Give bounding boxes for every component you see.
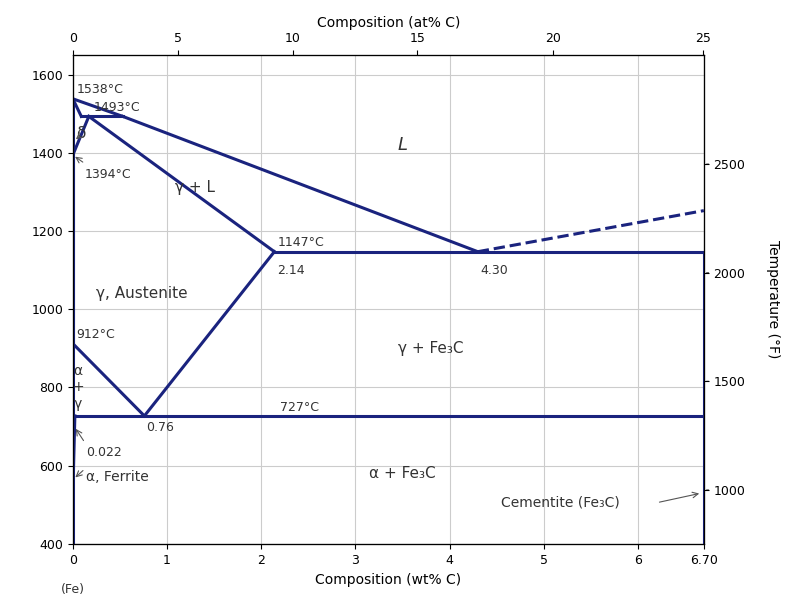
Text: (Fe): (Fe) bbox=[61, 583, 85, 596]
Text: 0.76: 0.76 bbox=[146, 422, 174, 434]
Text: 4.30: 4.30 bbox=[481, 264, 508, 277]
Text: 1147°C: 1147°C bbox=[278, 236, 325, 249]
Text: γ, Austenite: γ, Austenite bbox=[96, 286, 188, 301]
Text: 1394°C: 1394°C bbox=[85, 169, 132, 181]
X-axis label: Composition (wt% C): Composition (wt% C) bbox=[316, 574, 461, 587]
Text: 912°C: 912°C bbox=[77, 328, 116, 341]
Text: α
+
γ: α + γ bbox=[72, 364, 84, 411]
Text: L: L bbox=[397, 136, 408, 154]
X-axis label: Composition (at% C): Composition (at% C) bbox=[316, 16, 460, 30]
Y-axis label: Temperature (°F): Temperature (°F) bbox=[766, 240, 780, 359]
Text: Cementite (Fe₃C): Cementite (Fe₃C) bbox=[502, 496, 620, 510]
Text: 1493°C: 1493°C bbox=[94, 101, 140, 114]
Text: γ + L: γ + L bbox=[176, 180, 215, 196]
Text: 2.14: 2.14 bbox=[277, 264, 305, 277]
Text: 727°C: 727°C bbox=[280, 401, 319, 414]
Text: α + Fe₃C: α + Fe₃C bbox=[369, 466, 436, 481]
Text: γ + Fe₃C: γ + Fe₃C bbox=[398, 341, 464, 356]
Text: 0.022: 0.022 bbox=[86, 446, 121, 459]
Text: δ: δ bbox=[75, 126, 85, 141]
Text: α, Ferrite: α, Ferrite bbox=[86, 470, 149, 485]
Text: 1538°C: 1538°C bbox=[77, 83, 124, 96]
